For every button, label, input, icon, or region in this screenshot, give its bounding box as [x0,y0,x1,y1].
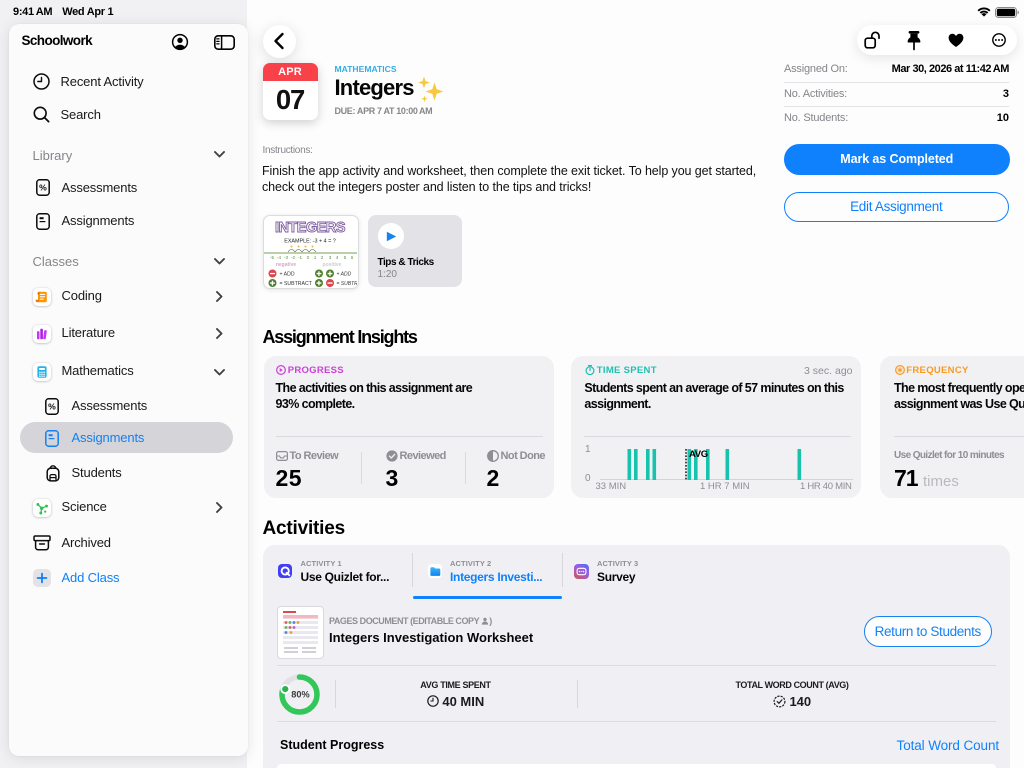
svg-text:1: 1 [314,255,317,260]
svg-text:= SUBTR: = SUBTR [337,281,358,287]
svg-text:+ ADD: + ADD [280,272,295,278]
svg-text:3: 3 [329,255,332,260]
svg-text:-4: -4 [277,255,282,260]
svg-text:0: 0 [307,255,310,260]
svg-text:-1: -1 [298,255,303,260]
svg-text:+ ADD: + ADD [337,272,352,278]
svg-text:INTEGERS: INTEGERS [275,220,346,236]
svg-text:2: 2 [321,255,324,260]
svg-text:EXAMPLE: -3 + 4 = ?: EXAMPLE: -3 + 4 = ? [284,239,336,245]
svg-text:5: 5 [344,255,347,260]
svg-text:negative: negative [276,262,297,268]
svg-text:-3: -3 [284,255,289,260]
svg-text:80%: 80% [291,689,309,699]
svg-text:%: % [39,182,47,192]
svg-text:%: % [48,401,56,411]
svg-text:= SUBTRACT: = SUBTRACT [280,281,313,287]
svg-text:-2: -2 [291,255,296,260]
svg-text:6: 6 [351,255,354,260]
svg-text:4: 4 [336,255,339,260]
svg-text:positive: positive [323,262,342,268]
svg-text:-5: -5 [270,255,275,260]
